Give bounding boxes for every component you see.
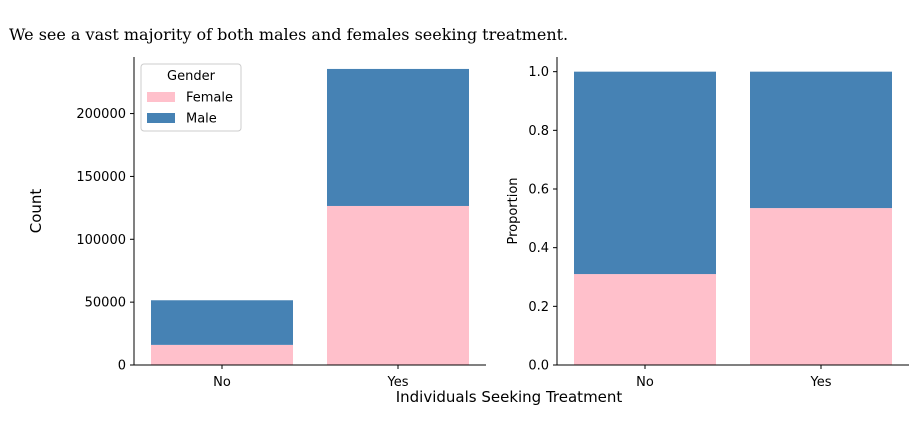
x-tick-label: No: [213, 375, 231, 390]
legend-swatch-female: [147, 92, 175, 102]
y-tick-label: 0.6: [528, 183, 549, 198]
y-tick-label: 200000: [76, 107, 126, 122]
x-axis-label: Individuals Seeking Treatment: [396, 388, 623, 406]
bar-female-yes: [327, 205, 469, 365]
bar-male-no: [151, 300, 293, 345]
x-tick-label: Yes: [810, 375, 832, 390]
legend-label-female: Female: [186, 91, 233, 106]
y-tick-label: 0.2: [528, 300, 549, 315]
bar-male-no: [574, 71, 716, 275]
y-axis-label: Proportion: [506, 177, 521, 244]
proportion-panel: No Yes 0.0 0.2 0.4 0.6 0.8 1.0 Proportion: [506, 57, 909, 390]
legend-swatch-male: [147, 113, 175, 123]
legend-label-male: Male: [186, 112, 217, 127]
bar-female-no: [574, 274, 716, 365]
x-tick-label: No: [636, 375, 654, 390]
y-tick-label: 1.0: [528, 65, 549, 80]
chart-subtitle: We see a vast majority of both males and…: [9, 25, 569, 44]
y-tick-label: 0.0: [528, 359, 549, 374]
y-axis-label: Count: [27, 189, 45, 234]
bar-male-yes: [327, 68, 469, 206]
y-tick-label: 150000: [76, 170, 126, 185]
y-tick-label: 0.4: [528, 241, 549, 256]
bar-female-yes: [750, 208, 892, 365]
x-tick-label: Yes: [387, 375, 409, 390]
y-tick-label: 100000: [76, 233, 126, 248]
y-tick-label: 0.8: [528, 124, 549, 139]
count-panel: No Yes 0 50000 100000 150000 200000 Count Gender…: [27, 57, 486, 390]
y-tick-label: 50000: [85, 296, 126, 311]
y-tick-label: 0: [118, 359, 126, 374]
bar-female-no: [151, 344, 293, 365]
legend-title: Gender: [167, 69, 216, 84]
bar-male-yes: [750, 71, 892, 209]
